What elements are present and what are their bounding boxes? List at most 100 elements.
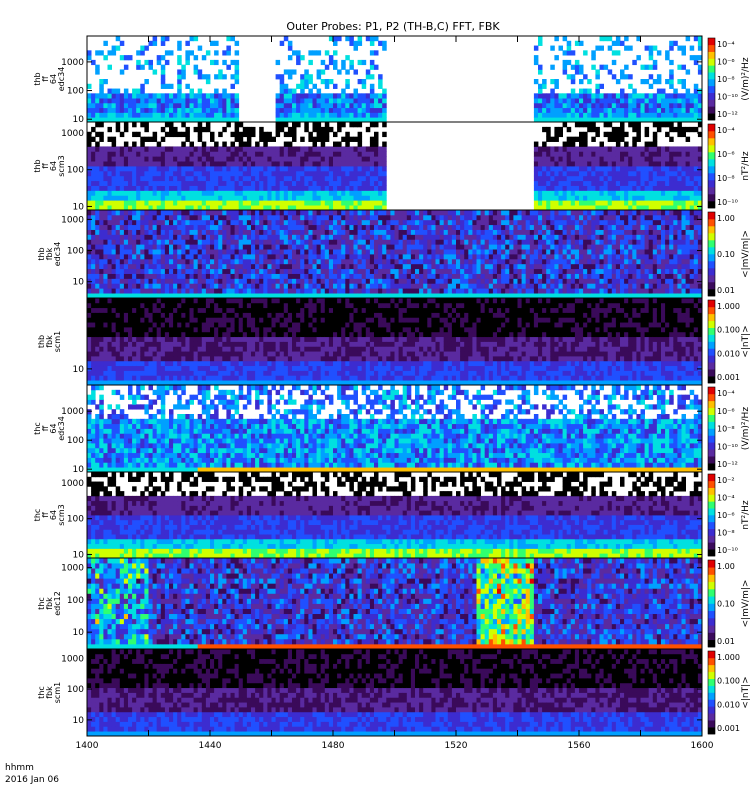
colorbar-segment xyxy=(708,596,715,604)
y-tick-label: 100 xyxy=(67,515,84,525)
colorbar-segment xyxy=(708,348,715,356)
colorbar-tick-label: 10⁻¹⁰ xyxy=(717,546,738,555)
colorbar-segment xyxy=(708,268,715,276)
x-axis-label-unit: hhmm xyxy=(5,763,34,773)
panel-y-label: scm1 xyxy=(53,682,62,703)
colorbar-tick-label: 10⁻¹² xyxy=(717,110,738,119)
colorbar-segment xyxy=(708,456,715,464)
y-tick-label: 10 xyxy=(73,115,85,125)
y-tick-label: 10 xyxy=(73,628,85,638)
colorbar-segment xyxy=(708,187,715,195)
colorbar-segment xyxy=(708,282,715,290)
chart-title: Outer Probes: P1, P2 (TH-B,C) FFT, FBK xyxy=(286,20,500,33)
panel-y-label: edc34 xyxy=(57,67,66,92)
colorbar-segment xyxy=(708,706,715,714)
panel-y-label: 64 xyxy=(49,423,58,433)
colorbar-tick-label: 10⁻⁸ xyxy=(717,425,735,434)
colorbar-segment xyxy=(708,261,715,269)
colorbar-segment xyxy=(708,145,715,153)
colorbar-tick-label: 10⁻⁴ xyxy=(717,494,735,503)
colorbar-segment xyxy=(708,387,715,395)
panel-y-label: thc xyxy=(37,686,46,699)
colorbar-segment xyxy=(708,106,715,114)
colorbar-segment xyxy=(708,306,715,315)
panel-y-label: thc xyxy=(33,422,42,435)
colorbar-segment xyxy=(708,159,715,167)
panel-y-label: scm3 xyxy=(57,155,66,176)
panel-y-label: 64 xyxy=(49,74,58,84)
colorbar-segment xyxy=(708,138,715,146)
colorbar-segment xyxy=(708,414,715,422)
y-tick-label: 100 xyxy=(67,247,84,257)
x-tick-label: 1400 xyxy=(76,741,99,751)
colorbar-segment xyxy=(708,226,715,234)
colorbar-segment xyxy=(708,219,715,227)
colorbar-title: <|nT|> xyxy=(741,676,750,708)
colorbar-segment xyxy=(708,247,715,255)
colorbar-segment xyxy=(708,38,715,46)
colorbar-segment xyxy=(708,678,715,686)
colorbar-segment xyxy=(708,92,715,100)
panel-y-label: fbk xyxy=(45,335,54,348)
spectrogram-panel xyxy=(87,472,703,559)
panel-y-label: thb xyxy=(37,247,46,260)
colorbar-segment xyxy=(708,657,715,666)
colorbar-segment xyxy=(708,240,715,248)
y-tick-label: 1000 xyxy=(61,654,84,664)
x-tick-label: 1480 xyxy=(322,741,345,751)
x-axis-label-date: 2016 Jan 06 xyxy=(5,775,59,785)
colorbar-segment xyxy=(708,254,715,262)
colorbar-segment xyxy=(708,233,715,241)
colorbar-tick-label: 0.010 xyxy=(717,700,740,709)
colorbar-segment xyxy=(708,369,715,377)
colorbar-tick-label: 0.001 xyxy=(717,724,740,733)
y-tick-label: 10 xyxy=(73,716,85,726)
colorbar-segment xyxy=(708,341,715,349)
colorbar-segment xyxy=(708,300,715,308)
colorbar-tick-label: 10⁻⁴ xyxy=(717,40,735,49)
colorbar-title: <|nT|> xyxy=(741,325,750,357)
colorbar-segment xyxy=(708,400,715,409)
colorbar-segment xyxy=(708,124,715,132)
colorbar-segment xyxy=(708,528,715,536)
colorbar-segment xyxy=(708,474,715,482)
panel-y-label: ff xyxy=(41,425,50,431)
colorbar-segment xyxy=(708,173,715,181)
colorbar-segment xyxy=(708,508,715,516)
y-tick-label: 100 xyxy=(67,596,84,606)
colorbar-segment xyxy=(708,113,715,121)
colorbar-tick-label: 10⁻² xyxy=(717,476,735,485)
colorbar-tick-label: 10⁻¹² xyxy=(717,460,738,469)
colorbar-segment xyxy=(708,421,715,429)
spectrogram-panel xyxy=(87,649,703,737)
colorbar-tick-label: 10⁻⁶ xyxy=(717,511,735,520)
colorbar-tick-label: 0.100 xyxy=(717,677,740,686)
colorbar-segment xyxy=(708,567,715,575)
colorbar-title: nT²/Hz xyxy=(741,500,750,530)
y-tick-label: 10 xyxy=(73,278,85,288)
colorbar-tick-label: 1.000 xyxy=(717,302,740,311)
colorbar-segment xyxy=(708,610,715,619)
colorbar-segment xyxy=(708,131,715,139)
colorbar-tick-label: 10⁻⁶ xyxy=(717,150,735,159)
colorbar-segment xyxy=(708,407,715,415)
y-tick-label: 1000 xyxy=(61,58,84,68)
colorbar-tick-label: 0.01 xyxy=(717,286,735,295)
x-tick-label: 1440 xyxy=(199,741,222,751)
colorbar-segment xyxy=(708,152,715,160)
colorbar-tick-label: 10⁻¹⁰ xyxy=(717,442,738,451)
spectrogram-panel xyxy=(87,558,703,650)
colorbar-title: nT²/Hz xyxy=(741,151,750,181)
y-tick-label: 100 xyxy=(67,436,84,446)
colorbar-segment xyxy=(708,79,715,87)
colorbar-segment xyxy=(708,334,715,342)
y-tick-label: 100 xyxy=(67,166,84,176)
colorbar-segment xyxy=(708,289,715,297)
colorbar-tick-label: 10⁻⁶ xyxy=(717,407,735,416)
colorbar-segment xyxy=(708,685,715,693)
colorbar-segment xyxy=(708,542,715,550)
x-tick-label: 1520 xyxy=(445,741,468,751)
colorbar-segment xyxy=(708,727,715,735)
colorbar-segment xyxy=(708,515,715,523)
